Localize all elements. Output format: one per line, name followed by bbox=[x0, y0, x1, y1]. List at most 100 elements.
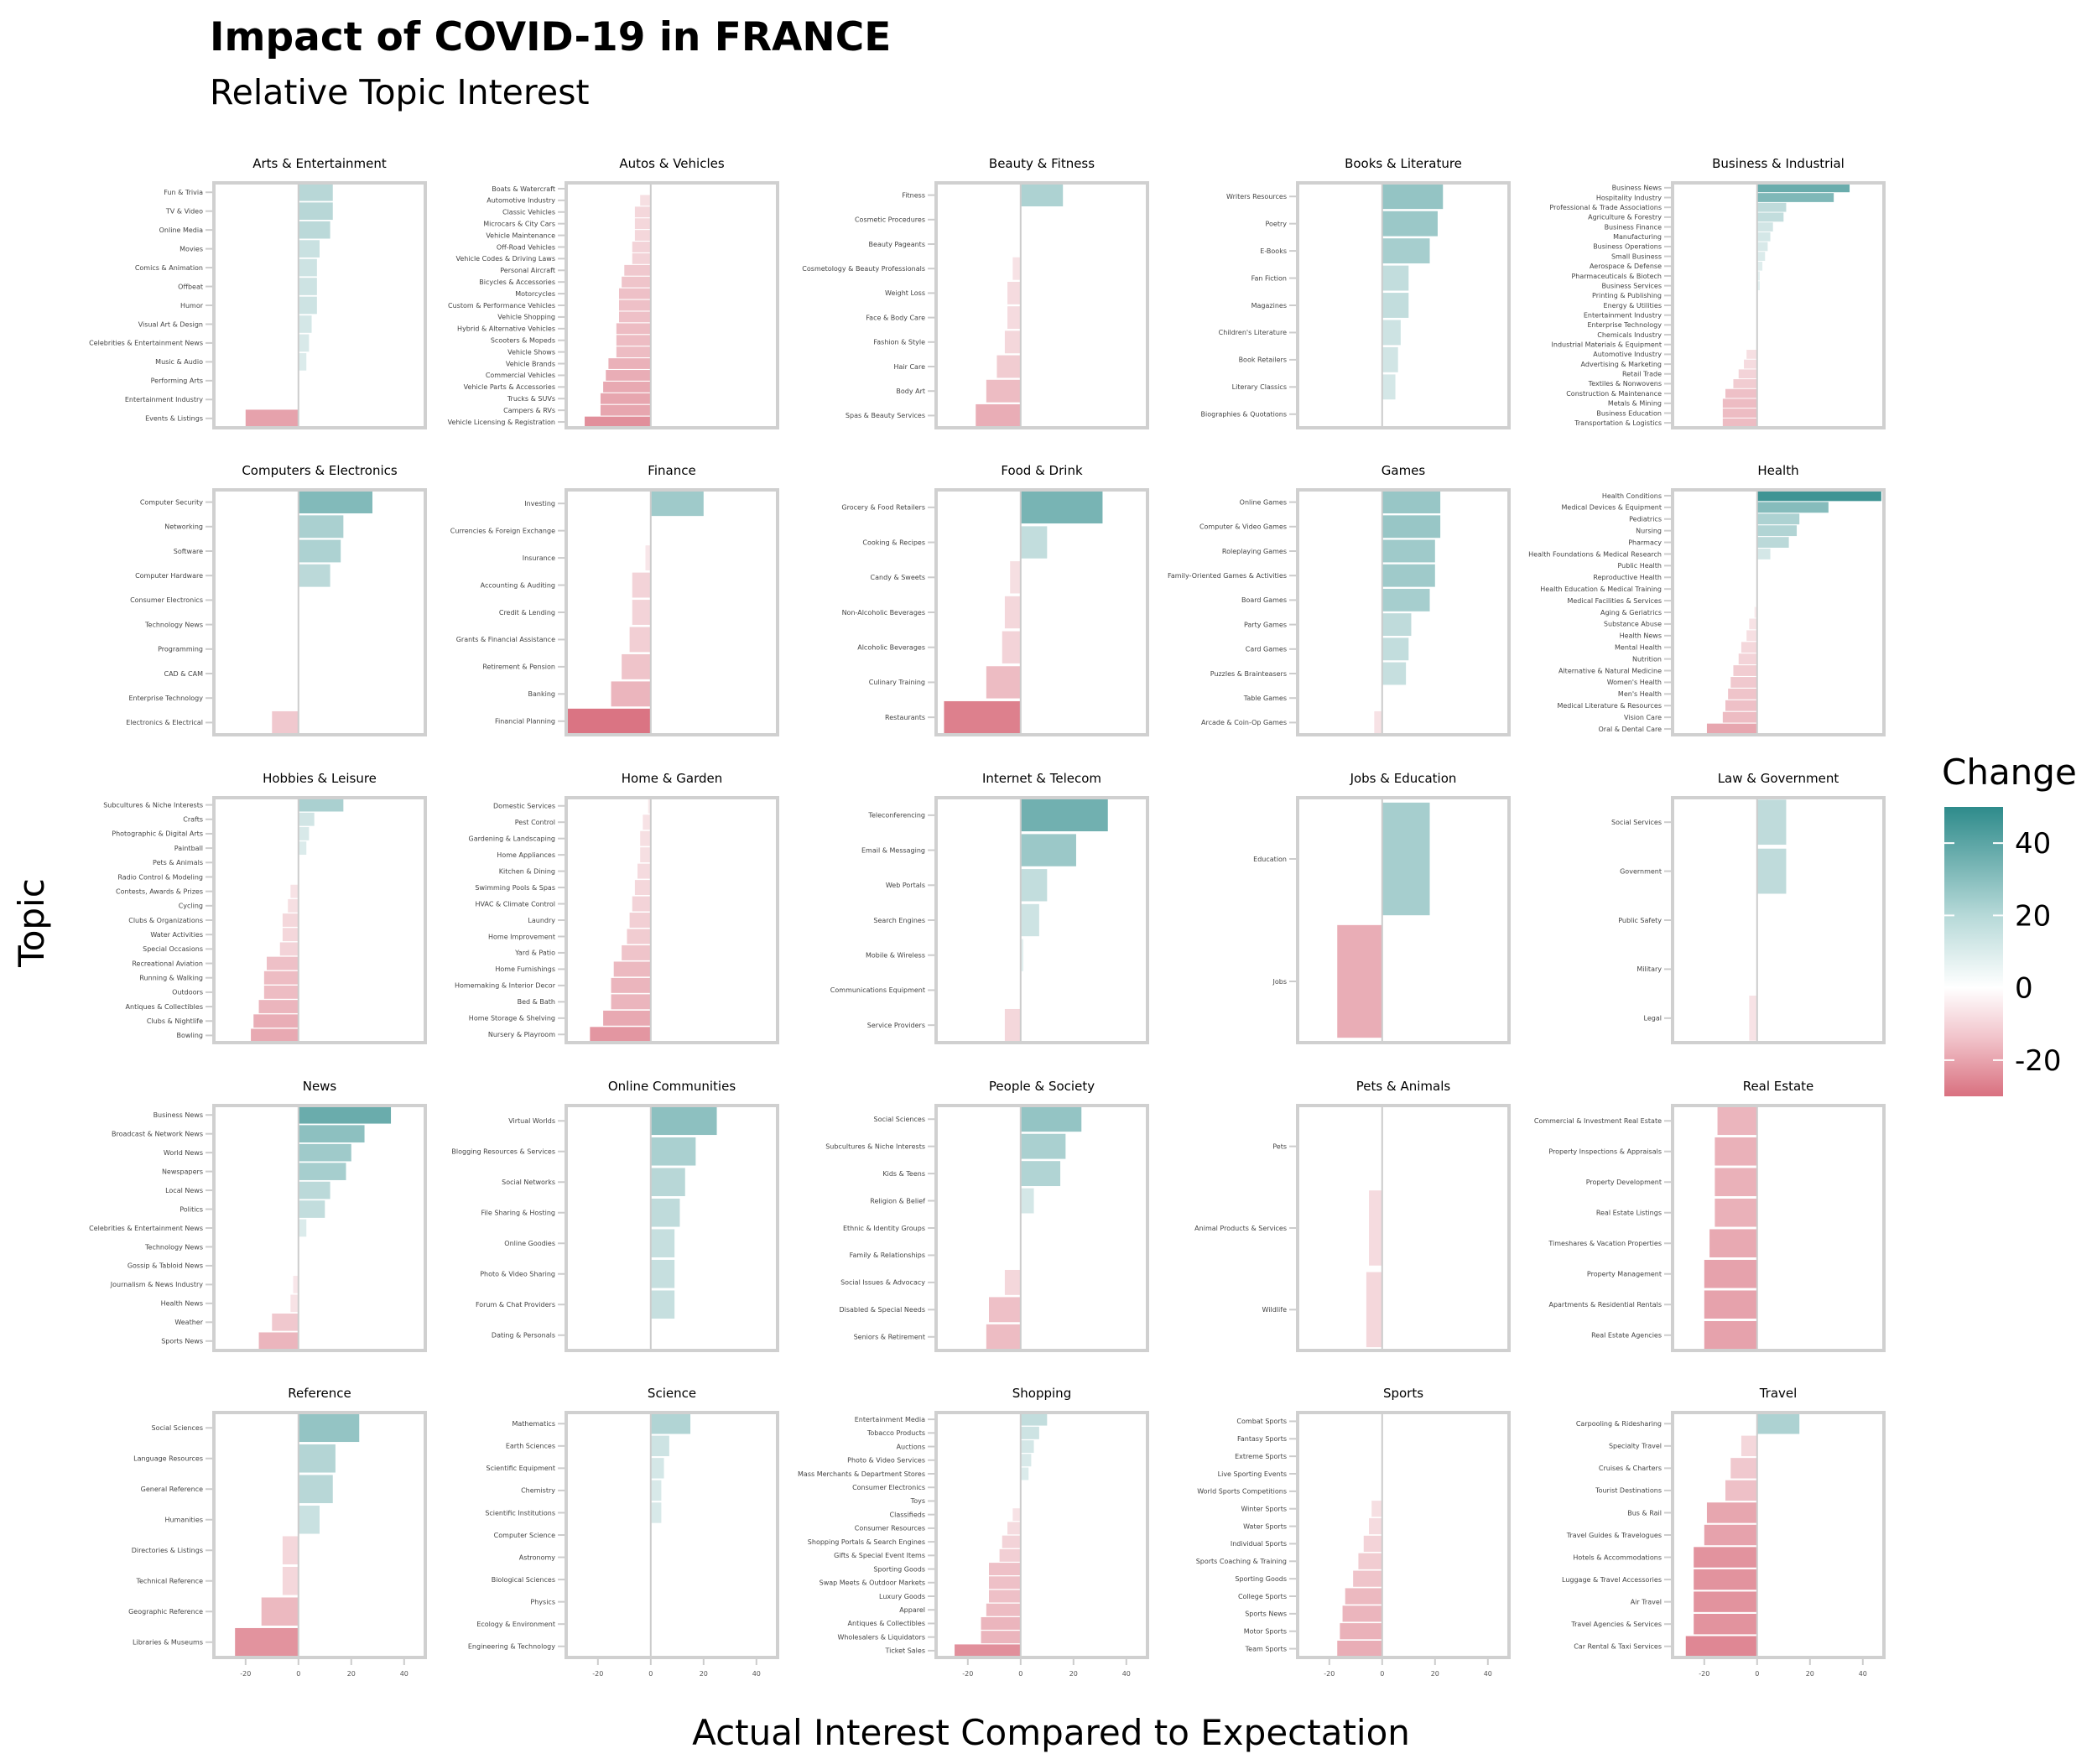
bar bbox=[1733, 379, 1757, 388]
category-label: Photo & Video Services bbox=[847, 1457, 925, 1465]
category-label: Hair Care bbox=[894, 363, 926, 371]
category-label: Apparel bbox=[899, 1606, 925, 1614]
category-label: Water Sports bbox=[1243, 1522, 1287, 1530]
category-label: Motorcycles bbox=[515, 290, 555, 298]
category-label: Property Development bbox=[1586, 1179, 1662, 1186]
x-tick-label: 0 bbox=[1755, 1670, 1759, 1678]
x-tick-label: 0 bbox=[296, 1670, 300, 1678]
category-label: Antiques & Collectibles bbox=[848, 1620, 925, 1627]
bar bbox=[1756, 490, 1881, 502]
category-label: Air Travel bbox=[1631, 1598, 1662, 1605]
bar bbox=[1382, 588, 1430, 611]
bar bbox=[611, 977, 651, 993]
panel-border bbox=[565, 1411, 779, 1659]
bar bbox=[1002, 631, 1021, 663]
category-label: Industrial Materials & Equipment bbox=[1552, 341, 1662, 349]
category-label: Clubs & Nightlife bbox=[147, 1017, 203, 1025]
category-label: Pharmacy bbox=[1628, 539, 1662, 546]
category-label: Sports News bbox=[1245, 1610, 1287, 1618]
bar bbox=[650, 1168, 685, 1197]
panel-title: Travel bbox=[1759, 1386, 1798, 1401]
category-label: Entertainment Industry bbox=[125, 396, 203, 403]
panel-jobs-and-education: Jobs & Education Education Jobs bbox=[1253, 771, 1511, 1044]
category-label: Consumer Electronics bbox=[130, 596, 203, 604]
bar bbox=[1382, 184, 1444, 210]
legend-title: Change bbox=[1942, 752, 2077, 793]
bar bbox=[585, 416, 651, 428]
bar bbox=[616, 346, 651, 358]
bar bbox=[590, 1027, 651, 1043]
category-label: Vehicle Shows bbox=[507, 348, 555, 356]
bar bbox=[632, 242, 651, 252]
panel-border bbox=[565, 796, 779, 1044]
category-label: Boats & Watercraft bbox=[492, 185, 555, 193]
category-label: Fan Fiction bbox=[1251, 274, 1287, 282]
category-label: Mass Merchants & Department Stores bbox=[798, 1470, 925, 1478]
category-label: Medical Facilities & Services bbox=[1567, 597, 1662, 605]
bar bbox=[1746, 350, 1757, 359]
bar bbox=[1756, 212, 1784, 222]
category-label: Web Portals bbox=[886, 882, 925, 889]
bar bbox=[1756, 799, 1787, 846]
category-label: Nursing bbox=[1636, 527, 1662, 534]
category-label: Subcultures & Niche Interests bbox=[103, 801, 203, 809]
x-tick-label: 20 bbox=[700, 1670, 708, 1678]
category-label: Cycling bbox=[179, 903, 203, 910]
x-tick-label: -20 bbox=[592, 1670, 603, 1678]
bar bbox=[1694, 1547, 1757, 1568]
category-label: Enterprise Technology bbox=[128, 695, 203, 702]
panel-title: Hobbies & Leisure bbox=[263, 771, 377, 786]
bar bbox=[643, 814, 651, 830]
category-label: Real Estate Listings bbox=[1596, 1210, 1662, 1217]
bar bbox=[603, 381, 651, 393]
bar bbox=[629, 913, 651, 928]
panel-border bbox=[1671, 796, 1886, 1044]
category-label: Family & Relationships bbox=[850, 1251, 925, 1259]
bar bbox=[944, 700, 1021, 734]
category-label: Domestic Services bbox=[493, 803, 555, 810]
category-label: Comics & Animation bbox=[135, 264, 203, 272]
bar bbox=[1756, 261, 1763, 271]
category-label: Pets bbox=[1272, 1142, 1287, 1150]
panel-title: Internet & Telecom bbox=[982, 771, 1101, 786]
bar bbox=[1756, 232, 1771, 242]
panel-real-estate: Real Estate Commercial & Investment Real … bbox=[1534, 1079, 1886, 1352]
category-label: Business Services bbox=[1601, 282, 1662, 289]
bar bbox=[1756, 525, 1798, 537]
panel-title: News bbox=[303, 1079, 337, 1094]
category-label: Humor bbox=[180, 302, 204, 310]
bar bbox=[1382, 515, 1441, 539]
panel-title: Science bbox=[648, 1386, 696, 1401]
category-label: Broadcast & Network News bbox=[112, 1130, 203, 1137]
category-label: Puzzles & Brainteasers bbox=[1210, 670, 1287, 678]
panel-health: Health Health Conditions Medical Devices &… bbox=[1528, 463, 1886, 736]
bar bbox=[1337, 1640, 1382, 1657]
category-label: Mathematics bbox=[512, 1420, 555, 1428]
bar bbox=[298, 1219, 307, 1237]
category-label: Arcade & Coin-Op Games bbox=[1201, 719, 1287, 726]
bar bbox=[1717, 1106, 1757, 1136]
category-label: Culinary Training bbox=[869, 679, 925, 686]
bar bbox=[640, 830, 651, 846]
bar bbox=[629, 627, 651, 653]
category-label: Aging & Geriatrics bbox=[1600, 609, 1662, 617]
y-axis-title: Topic bbox=[11, 878, 52, 968]
bar bbox=[1012, 257, 1021, 280]
bar bbox=[1738, 653, 1757, 665]
category-label: Jobs bbox=[1272, 978, 1288, 986]
category-label: Paintball bbox=[174, 845, 203, 852]
bar bbox=[1363, 1535, 1382, 1553]
panel-title: Finance bbox=[648, 463, 695, 478]
category-label: Social Sciences bbox=[152, 1424, 203, 1432]
category-label: Poetry bbox=[1265, 220, 1287, 227]
bar bbox=[648, 798, 651, 814]
bar bbox=[1382, 564, 1435, 587]
bar bbox=[298, 1200, 325, 1218]
category-label: Custom & Performance Vehicles bbox=[448, 302, 555, 310]
bar bbox=[619, 311, 651, 323]
x-tick-label: 40 bbox=[1484, 1670, 1492, 1678]
bar bbox=[1756, 193, 1834, 202]
category-label: Social Networks bbox=[502, 1179, 555, 1186]
panel-title: Real Estate bbox=[1743, 1079, 1814, 1094]
